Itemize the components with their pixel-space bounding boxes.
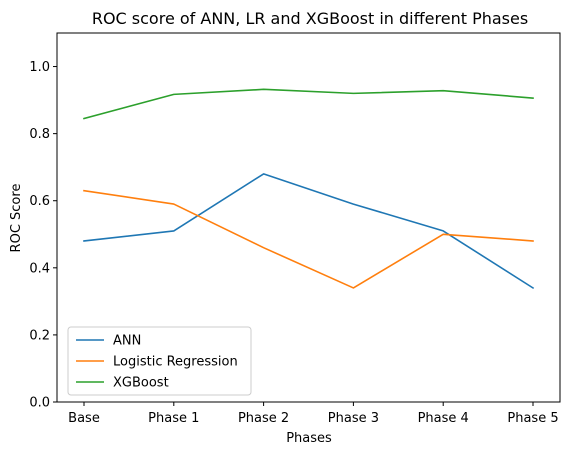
x-tick-label: Phase 3 bbox=[328, 411, 379, 426]
legend-label: XGBoost bbox=[113, 376, 169, 391]
y-tick-label: 0.2 bbox=[29, 328, 50, 343]
series-line-xgboost bbox=[83, 88, 534, 120]
legend-label: Logistic Regression bbox=[113, 355, 238, 370]
legend-label: ANN bbox=[113, 334, 141, 349]
plot-frame bbox=[56, 32, 561, 403]
x-tick-label: Phase 2 bbox=[238, 411, 289, 426]
y-tick-label: 0.0 bbox=[29, 396, 50, 411]
x-tick-label: Base bbox=[68, 411, 100, 426]
plot-area: 0.0 0.2 0.4 0.6 0.8 1.0 Base Phase 1 Phase 2 Phas… bbox=[29, 32, 561, 426]
legend-box bbox=[67, 326, 252, 396]
y-axis-label: ROC Score bbox=[9, 184, 24, 253]
x-tick-label: Phase 4 bbox=[418, 411, 469, 426]
series-line-logistic-regression bbox=[83, 189, 534, 289]
x-axis-label: Phases bbox=[286, 431, 332, 446]
series-line-ann bbox=[83, 173, 535, 290]
x-tick-label: Phase 5 bbox=[507, 411, 558, 426]
x-tick-label: Phase 1 bbox=[148, 411, 199, 426]
y-tick-label: 1.0 bbox=[29, 60, 50, 75]
legend: ANN Logistic Regression XGBoost bbox=[67, 326, 252, 396]
y-tick-label: 0.8 bbox=[29, 127, 50, 142]
y-tick-label: 0.4 bbox=[29, 261, 50, 276]
chart-title: ROC score of ANN, LR and XGBoost in diff… bbox=[92, 9, 528, 28]
y-tick-label: 0.6 bbox=[29, 194, 50, 209]
